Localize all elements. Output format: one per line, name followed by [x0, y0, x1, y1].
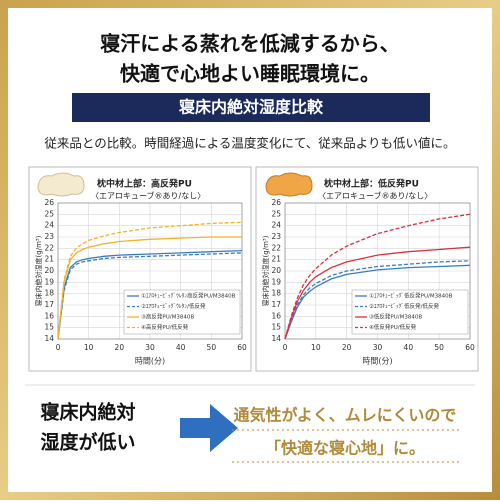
banner [72, 93, 430, 122]
y-tick-label: 21 [44, 255, 54, 264]
chart-panel [255, 166, 479, 372]
legend-label: ③高反発PU/M3840B [141, 313, 194, 321]
y-tick-label: 24 [271, 221, 281, 230]
description: 従来品との比較。時間経過による温度変化にて、従来品よりも低い値に。 [44, 136, 455, 151]
x-tick-label: 10 [311, 343, 321, 352]
x-tick-label: 50 [434, 343, 444, 352]
y-tick-label: 17 [44, 300, 54, 309]
footer-right: 「快適な寝心地」に。 [265, 439, 425, 458]
y-tick-label: 21 [271, 255, 281, 264]
y-tick-label: 19 [271, 277, 281, 286]
y-tick-label: 26 [44, 198, 54, 207]
y-tick-label: 18 [271, 289, 281, 298]
y-tick-label: 25 [44, 209, 54, 218]
series-line [284, 246, 471, 340]
x-tick-label: 40 [404, 343, 414, 352]
x-tick-label: 60 [237, 343, 247, 352]
y-tick-label: 17 [271, 300, 281, 309]
pillow-icon [265, 172, 313, 197]
y-tick-label: 26 [271, 198, 281, 207]
y-tick-label: 15 [44, 323, 54, 332]
plot-area [57, 202, 243, 340]
legend-label: ③低反発PU/M3840B [369, 313, 422, 321]
y-tick-label: 22 [44, 243, 54, 252]
y-tick-label: 16 [44, 311, 54, 320]
series-line [284, 260, 471, 340]
series-line [57, 236, 242, 340]
series-line [57, 221, 243, 340]
y-tick-label: 24 [44, 221, 54, 230]
legend-label: ①ｴｱﾛｷｭｰﾋﾞｯｸﾞ低反発PU/M3840B [369, 292, 453, 300]
headline: 寝汗による蒸れを低減するから、 [100, 32, 399, 56]
chart-subtitle: 枕中材上部：低反発PU [324, 178, 419, 190]
x-axis-label: 時間(分) [362, 357, 392, 366]
legend-label: ①ｴｱﾛｷｭｰﾋﾞｯｸﾞｳﾚﾀﾝ高反発PU/M3840B [141, 292, 236, 300]
x-tick-label: 10 [84, 343, 94, 352]
y-tick-label: 14 [44, 334, 54, 343]
series-line [284, 213, 471, 340]
y-tick-label: 20 [44, 266, 54, 275]
plot-area [284, 202, 471, 340]
x-tick-label: 30 [145, 343, 155, 352]
chart-panel [28, 166, 252, 372]
y-tick-label: 14 [271, 334, 281, 343]
y-tick-label: 18 [44, 289, 54, 298]
legend [123, 289, 241, 335]
legend-label: ②ｴｱﾛｷｭｰﾋﾞｯｸﾞ低反発/低反発 [369, 302, 440, 310]
x-tick-label: 50 [207, 343, 217, 352]
headline: 快適で心地よい睡眠環境に。 [120, 62, 380, 86]
y-tick-label: 20 [271, 266, 281, 275]
x-tick-label: 20 [342, 343, 352, 352]
y-axis-label: 寝床内絶対湿度(g/m³) [261, 235, 270, 306]
x-tick-label: 0 [283, 343, 288, 352]
footer-right: 通気性がよく、ムレにくいので [234, 406, 457, 425]
x-axis-label: 時間(分) [135, 357, 165, 366]
x-tick-label: 40 [176, 343, 186, 352]
chart-note: 〈エアロキューブ®あり/なし〉 [318, 191, 432, 201]
x-tick-label: 20 [115, 343, 125, 352]
chart-subtitle: 枕中材上部：高反発PU [97, 178, 192, 190]
y-tick-label: 23 [271, 232, 281, 241]
banner-text: 寝床内絶対湿度比較 [179, 98, 324, 117]
footer-left: 湿度が低い [40, 431, 135, 454]
y-tick-label: 19 [44, 277, 54, 286]
y-axis-label: 寝床内絶対湿度(g/m³) [34, 235, 43, 306]
pillow-icon [37, 172, 85, 197]
x-tick-label: 0 [56, 343, 61, 352]
series-line [57, 252, 243, 340]
series-line [284, 264, 471, 340]
y-tick-label: 23 [44, 232, 54, 241]
y-tick-label: 22 [271, 243, 281, 252]
legend-label: ②ｴｱﾛｷｭｰﾋﾞｯｸﾞｳﾚﾀﾝ/低反発 [141, 302, 206, 310]
y-tick-label: 25 [271, 209, 281, 218]
x-tick-label: 60 [465, 343, 475, 352]
x-tick-label: 30 [373, 343, 383, 352]
y-tick-label: 15 [271, 323, 281, 332]
y-tick-label: 16 [271, 311, 281, 320]
footer-left: 寝床内絶対 [40, 401, 135, 424]
chart-note: 〈エアロキューブ®あり/なし〉 [91, 191, 205, 201]
series-line [57, 249, 243, 340]
legend [351, 289, 469, 335]
arrow [180, 404, 238, 452]
legend-label: ④高反発PU/低反発 [141, 323, 189, 331]
legend-label: ④低反発PU/低反発 [369, 323, 417, 331]
